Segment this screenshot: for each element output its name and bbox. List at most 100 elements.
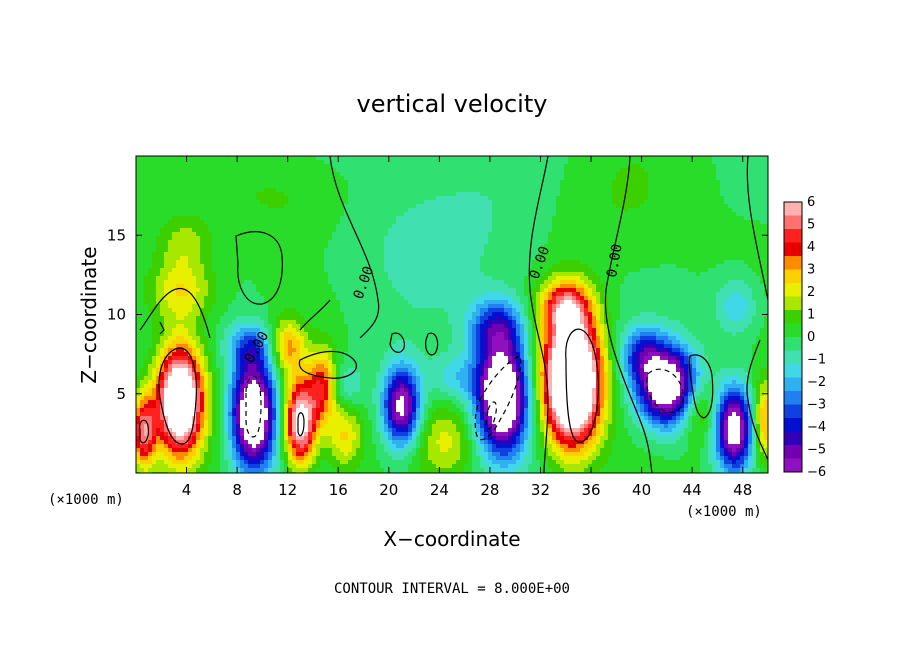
field-cell: [480, 216, 485, 221]
field-cell: [404, 220, 409, 225]
field-cell: [500, 248, 505, 253]
field-cell: [452, 160, 457, 165]
field-cell: [180, 280, 185, 285]
field-cell: [316, 180, 321, 185]
field-cell: [168, 176, 173, 181]
field-cell: [560, 164, 565, 169]
field-cell: [476, 220, 481, 225]
field-cell: [400, 260, 405, 265]
field-cell: [480, 228, 485, 233]
field-cell: [336, 216, 341, 221]
field-cell: [428, 276, 433, 281]
field-cell: [652, 200, 657, 205]
field-cell: [516, 160, 521, 165]
field-cell: [508, 176, 513, 181]
field-cell: [304, 168, 309, 173]
field-cell: [460, 156, 465, 161]
field-cell: [232, 264, 237, 269]
field-cell: [544, 244, 549, 249]
field-cell: [556, 184, 561, 189]
field-cell: [344, 216, 349, 221]
field-cell: [628, 200, 633, 205]
field-cell: [496, 184, 501, 189]
field-cell: [360, 224, 365, 229]
field-cell: [192, 204, 197, 209]
field-cell: [228, 196, 233, 201]
field-cell: [272, 252, 277, 257]
field-cell: [292, 280, 297, 285]
field-cell: [144, 240, 149, 245]
field-cell: [472, 236, 477, 241]
field-cell: [608, 260, 613, 265]
field-cell: [232, 224, 237, 229]
field-cell: [484, 180, 489, 185]
field-cell: [240, 260, 245, 265]
field-cell: [380, 272, 385, 277]
field-cell: [452, 220, 457, 225]
field-cell: [668, 232, 673, 237]
field-cell: [316, 276, 321, 281]
field-cell: [192, 196, 197, 201]
field-cell: [724, 236, 729, 241]
field-cell: [428, 180, 433, 185]
field-cell: [708, 248, 713, 253]
field-cell: [328, 164, 333, 169]
field-cell: [704, 252, 709, 257]
field-cell: [564, 264, 569, 269]
field-cell: [192, 180, 197, 185]
field-cell: [304, 264, 309, 269]
field-cell: [588, 216, 593, 221]
field-cell: [556, 268, 561, 273]
field-cell: [724, 260, 729, 265]
field-cell: [356, 196, 361, 201]
field-cell: [264, 252, 269, 257]
field-cell: [144, 168, 149, 173]
field-cell: [584, 260, 589, 265]
field-cell: [144, 252, 149, 257]
field-cell: [748, 264, 753, 269]
field-cell: [444, 248, 449, 253]
field-cell: [180, 260, 185, 265]
field-cell: [548, 228, 553, 233]
field-cell: [376, 220, 381, 225]
field-cell: [336, 204, 341, 209]
field-cell: [484, 208, 489, 213]
field-cell: [624, 176, 629, 181]
field-cell: [580, 184, 585, 189]
field-cell: [288, 236, 293, 241]
field-cell: [528, 192, 533, 197]
field-cell: [232, 196, 237, 201]
field-cell: [308, 204, 313, 209]
field-cell: [208, 192, 213, 197]
field-cell: [232, 188, 237, 193]
field-cell: [504, 212, 509, 217]
field-cell: [636, 168, 641, 173]
field-cell: [476, 212, 481, 217]
field-cell: [416, 264, 421, 269]
field-cell: [140, 208, 145, 213]
field-cell: [620, 196, 625, 201]
field-cell: [284, 236, 289, 241]
field-cell: [532, 204, 537, 209]
field-cell: [204, 256, 209, 261]
field-cell: [516, 232, 521, 237]
field-cell: [520, 260, 525, 265]
field-cell: [276, 220, 281, 225]
field-cell: [332, 268, 337, 273]
field-cell: [544, 240, 549, 245]
field-cell: [324, 180, 329, 185]
field-cell: [144, 204, 149, 209]
field-cell: [668, 252, 673, 257]
field-cell: [556, 188, 561, 193]
field-cell: [288, 168, 293, 173]
field-cell: [660, 252, 665, 257]
field-cell: [464, 280, 469, 285]
field-cell: [516, 244, 521, 249]
field-cell: [224, 232, 229, 237]
field-cell: [552, 248, 557, 253]
field-cell: [488, 272, 493, 277]
field-cell: [476, 260, 481, 265]
field-cell: [388, 176, 393, 181]
field-cell: [616, 256, 621, 261]
field-cell: [316, 168, 321, 173]
